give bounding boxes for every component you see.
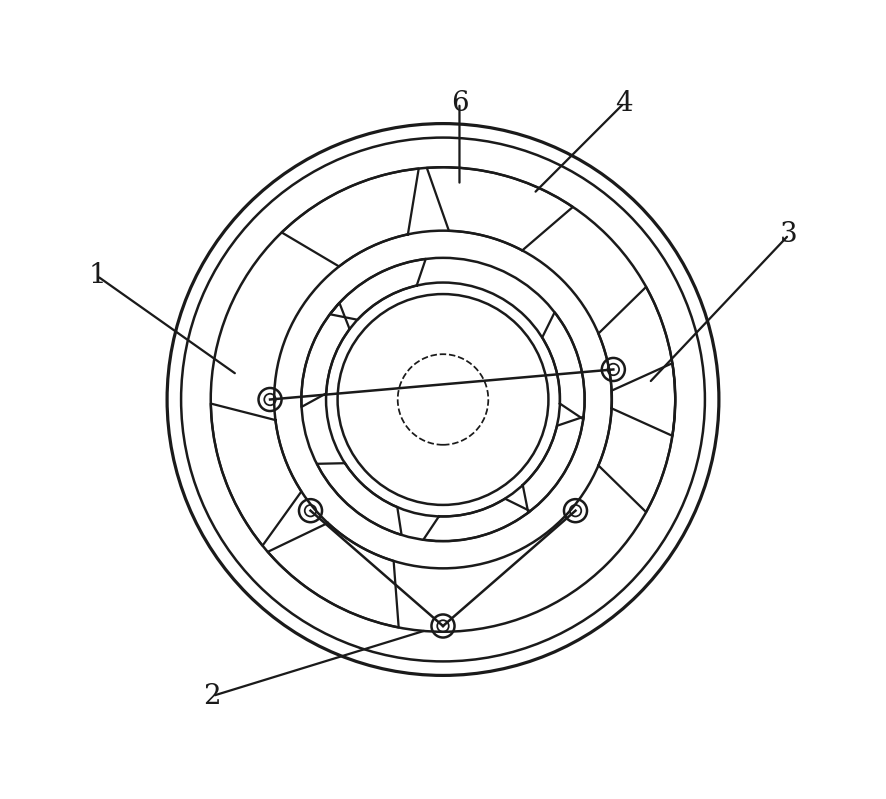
Text: 1: 1 (89, 262, 106, 289)
Text: 4: 4 (616, 89, 633, 117)
Text: 3: 3 (780, 221, 797, 248)
Text: 2: 2 (204, 682, 222, 710)
Text: 6: 6 (451, 89, 469, 117)
